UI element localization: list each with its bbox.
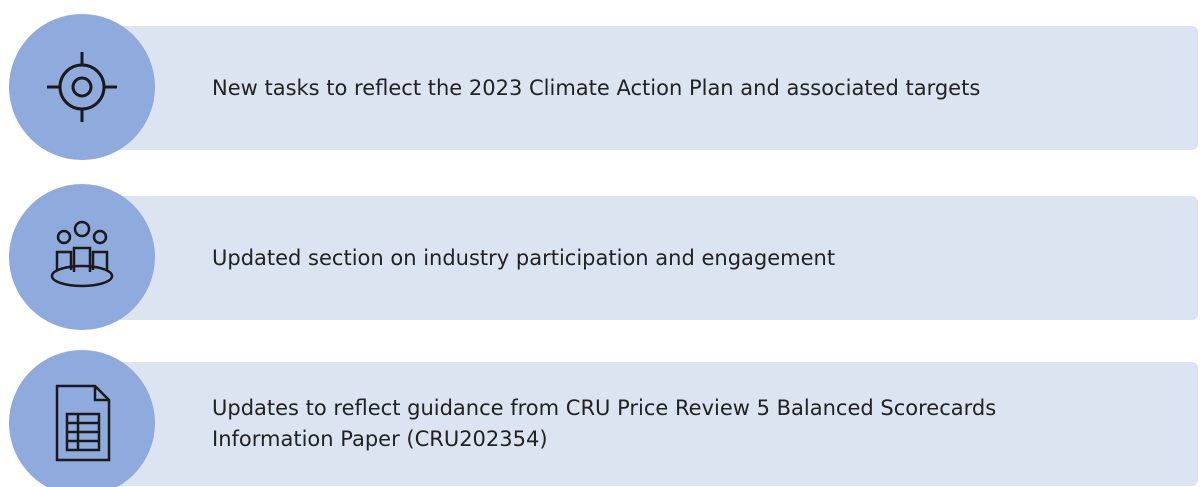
icon-circle xyxy=(9,350,155,487)
item-text: New tasks to reflect the 2023 Climate Ac… xyxy=(212,75,981,100)
item-bar xyxy=(70,196,1198,320)
item-bar xyxy=(70,362,1198,486)
document-icon xyxy=(55,384,111,462)
people-icon xyxy=(50,220,114,288)
target-icon xyxy=(47,52,117,122)
icon-circle xyxy=(9,184,155,330)
item-bar xyxy=(70,26,1198,150)
item-text: Updated section on industry participatio… xyxy=(212,245,836,270)
item-text: Updates to reflect guidance from CRU Pri… xyxy=(212,396,997,451)
icon-circle xyxy=(9,14,155,160)
